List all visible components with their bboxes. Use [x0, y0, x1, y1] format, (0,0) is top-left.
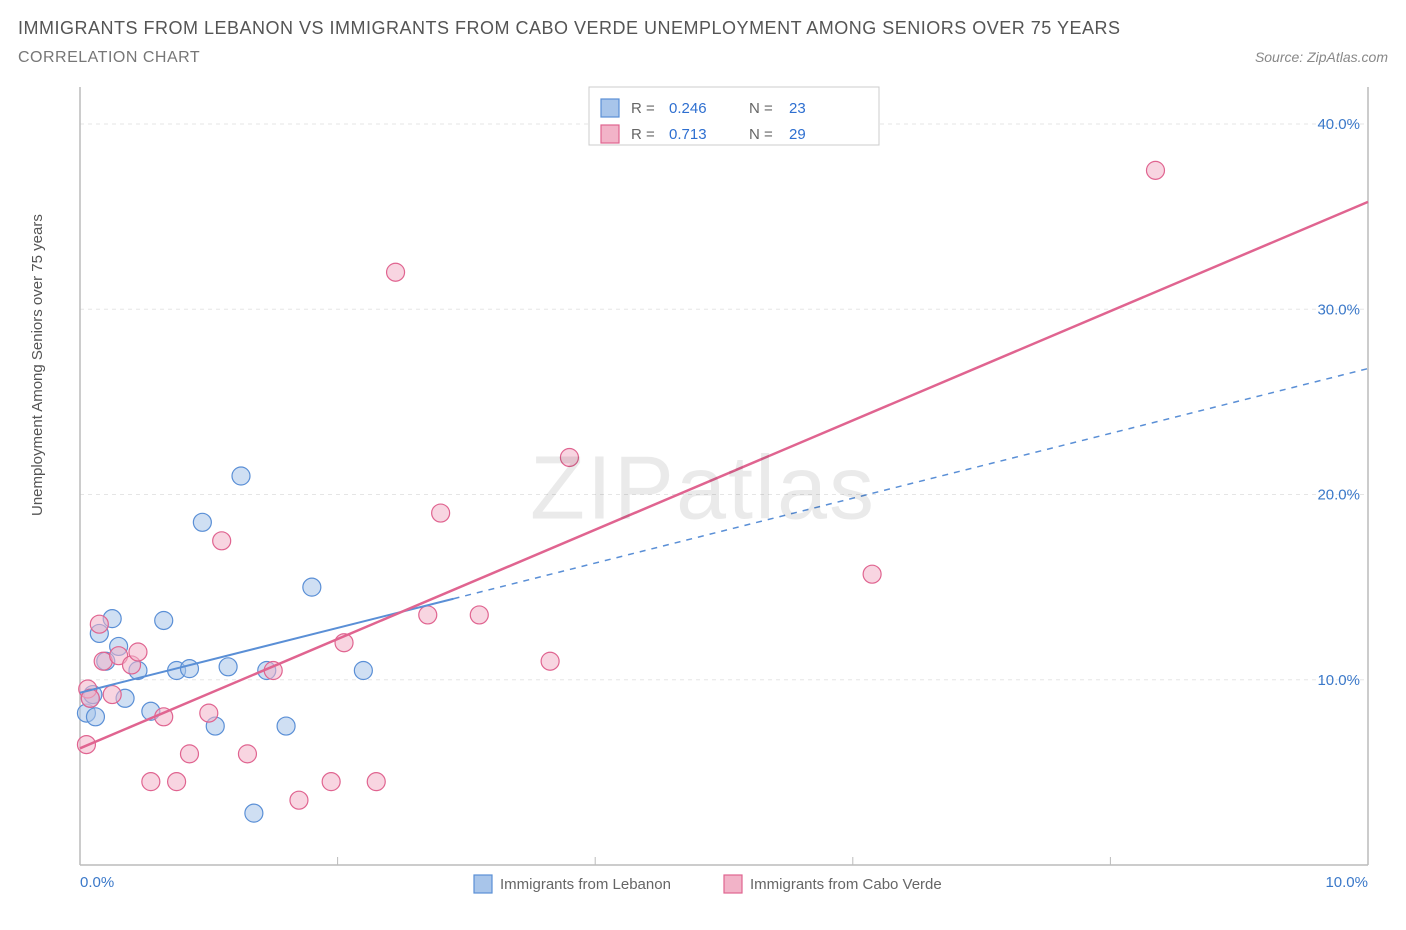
data-point — [238, 745, 256, 763]
xtick-label: 0.0% — [80, 874, 114, 891]
data-point — [213, 532, 231, 550]
data-point — [129, 643, 147, 661]
bottom-legend-swatch — [474, 875, 492, 893]
data-point — [1146, 161, 1164, 179]
legend-R-label: R = — [631, 100, 655, 117]
data-point — [180, 745, 198, 763]
ytick-label: 20.0% — [1317, 487, 1360, 504]
data-point — [90, 615, 108, 633]
scatter-chart: 10.0% 20.0% 30.0% 40.0% 0.0% 10.0% Unemploymen… — [18, 75, 1388, 903]
data-point — [560, 448, 578, 466]
data-point — [232, 467, 250, 485]
ytick-label: 10.0% — [1317, 672, 1360, 689]
data-point — [290, 791, 308, 809]
data-point — [168, 773, 186, 791]
data-point — [86, 708, 104, 726]
data-point — [863, 565, 881, 583]
y-axis-label: Unemployment Among Seniors over 75 years — [29, 214, 46, 516]
legend-N-value: 23 — [789, 100, 806, 117]
chart-subtitle: CORRELATION CHART — [18, 49, 200, 67]
data-point — [541, 652, 559, 670]
legend-N-label: N = — [749, 126, 773, 143]
xtick-label: 10.0% — [1325, 874, 1368, 891]
data-point — [470, 606, 488, 624]
legend-N-value: 29 — [789, 126, 806, 143]
data-point — [155, 611, 173, 629]
data-point — [419, 606, 437, 624]
bottom-legend-label: Immigrants from Lebanon — [500, 876, 671, 893]
bottom-legend-swatch — [724, 875, 742, 893]
legend-swatch — [601, 99, 619, 117]
data-point — [277, 717, 295, 735]
data-point — [200, 704, 218, 722]
chart-container: 10.0% 20.0% 30.0% 40.0% 0.0% 10.0% Unemploymen… — [18, 75, 1388, 903]
data-point — [303, 578, 321, 596]
trend-line-dashed — [454, 369, 1368, 599]
data-point — [432, 504, 450, 522]
subtitle-row: CORRELATION CHART Source: ZipAtlas.com — [18, 49, 1388, 67]
legend-swatch — [601, 125, 619, 143]
chart-title: IMMIGRANTS FROM LEBANON VS IMMIGRANTS FR… — [18, 18, 1388, 39]
data-point — [367, 773, 385, 791]
data-point — [142, 773, 160, 791]
legend-R-value: 0.713 — [669, 126, 707, 143]
data-point — [387, 263, 405, 281]
data-point — [180, 660, 198, 678]
data-point — [245, 804, 263, 822]
trend-line — [80, 202, 1368, 748]
ytick-label: 40.0% — [1317, 116, 1360, 133]
legend-R-label: R = — [631, 126, 655, 143]
data-point — [322, 773, 340, 791]
data-point — [354, 662, 372, 680]
data-point — [103, 686, 121, 704]
source-label: Source: ZipAtlas.com — [1255, 49, 1388, 65]
data-point — [193, 513, 211, 531]
legend-N-label: N = — [749, 100, 773, 117]
data-point — [219, 658, 237, 676]
bottom-legend-label: Immigrants from Cabo Verde — [750, 876, 942, 893]
ytick-label: 30.0% — [1317, 301, 1360, 318]
legend-R-value: 0.246 — [669, 100, 707, 117]
